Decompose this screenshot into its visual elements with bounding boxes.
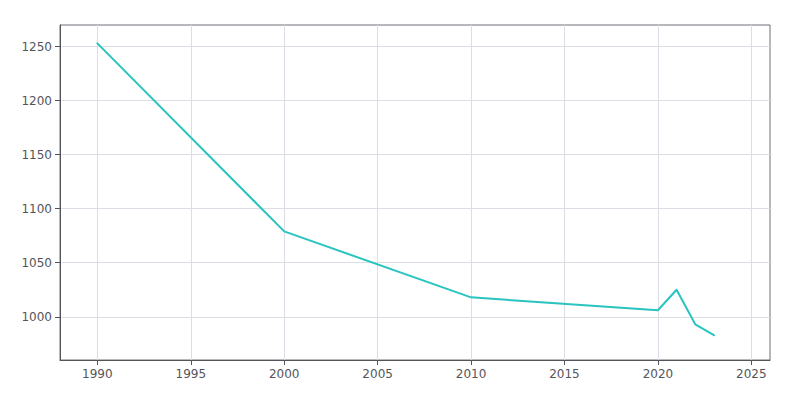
- svg-text:2025: 2025: [736, 367, 767, 381]
- svg-text:1200: 1200: [21, 94, 52, 108]
- svg-text:2005: 2005: [362, 367, 393, 381]
- svg-text:1250: 1250: [21, 40, 52, 54]
- svg-text:1100: 1100: [21, 202, 52, 216]
- svg-text:1050: 1050: [21, 256, 52, 270]
- svg-text:1000: 1000: [21, 310, 52, 324]
- svg-text:2015: 2015: [549, 367, 580, 381]
- svg-text:2010: 2010: [456, 367, 487, 381]
- svg-text:2000: 2000: [269, 367, 300, 381]
- svg-text:2020: 2020: [643, 367, 674, 381]
- svg-text:1990: 1990: [82, 367, 113, 381]
- svg-text:1150: 1150: [21, 148, 52, 162]
- svg-text:1995: 1995: [176, 367, 207, 381]
